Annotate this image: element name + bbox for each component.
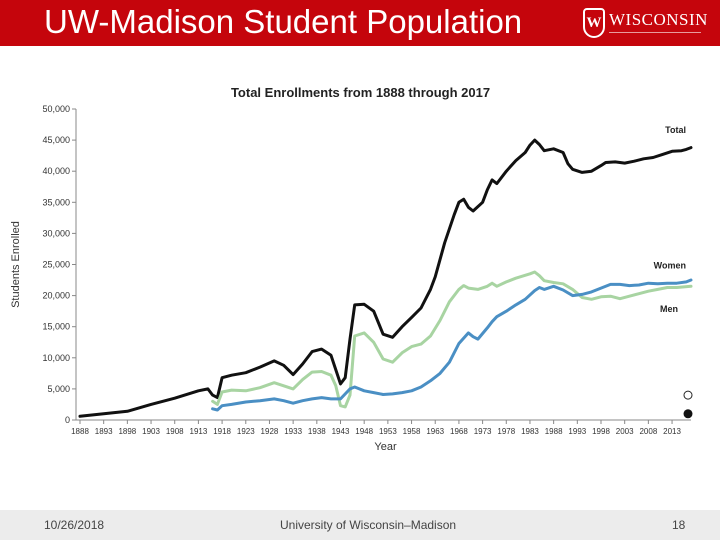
series-line-total [78, 138, 693, 418]
footer-date: 10/26/2018 [44, 518, 105, 532]
x-tick-label: 1928 [261, 427, 279, 436]
series-line-men [211, 278, 693, 412]
y-tick-label: 10,000 [42, 353, 70, 363]
x-tick-label: 2008 [639, 427, 657, 436]
logo-wordmark: WISCONSIN [609, 10, 708, 29]
y-tick-label: 50,000 [42, 104, 70, 114]
y-tick-label: 20,000 [42, 291, 70, 301]
crest-icon: W [583, 8, 605, 38]
x-tick-label: 1958 [403, 427, 421, 436]
y-tick-label: 25,000 [42, 260, 70, 270]
y-tick-label: 45,000 [42, 135, 70, 145]
page-number: 18 [672, 518, 686, 532]
slide-title: UW-Madison Student Population [44, 3, 523, 40]
x-tick-label: 1953 [379, 427, 397, 436]
x-tick-label: 1968 [450, 427, 468, 436]
x-tick-label: 1938 [308, 427, 326, 436]
x-tick-label: 2003 [616, 427, 634, 436]
legend-marker-open [683, 390, 693, 400]
x-tick-label: 1918 [213, 427, 231, 436]
x-tick-label: 1903 [142, 427, 160, 436]
x-tick-label: 1893 [95, 427, 113, 436]
x-tick-label: 2013 [663, 427, 681, 436]
series-label-total: Total [665, 125, 686, 135]
x-tick-label: 1898 [118, 427, 136, 436]
series-label-women: Women [654, 261, 686, 271]
x-tick-label: 1978 [497, 427, 515, 436]
x-tick-label: 1888 [71, 427, 89, 436]
x-tick-label: 1908 [166, 427, 184, 436]
x-tick-label: 1988 [545, 427, 563, 436]
footer-center-text: University of Wisconsin–Madison [280, 518, 457, 532]
x-tick-label: 1963 [426, 427, 444, 436]
x-tick-label: 1913 [190, 427, 208, 436]
y-tick-label: 35,000 [42, 197, 70, 207]
y-tick-label: 0 [65, 415, 70, 425]
x-tick-label: 1933 [284, 427, 302, 436]
x-tick-label: 1993 [568, 427, 586, 436]
title-bar: UW-Madison Student Population W WISCONSI… [0, 0, 720, 46]
y-tick-label: 5,000 [47, 384, 70, 394]
wisconsin-logo: W WISCONSIN [583, 8, 707, 40]
slide-footer: 10/26/2018 University of Wisconsin–Madis… [0, 510, 720, 540]
series-label-men: Men [660, 304, 678, 314]
x-tick-label: 1983 [521, 427, 539, 436]
y-tick-label: 30,000 [42, 228, 70, 238]
x-axis-label: Year [374, 441, 397, 453]
x-tick-label: 1948 [355, 427, 373, 436]
x-tick-label: 1998 [592, 427, 610, 436]
x-tick-label: 1943 [332, 427, 350, 436]
x-tick-label: 1923 [237, 427, 255, 436]
legend-marker-filled [683, 409, 693, 419]
y-tick-label: 15,000 [42, 322, 70, 332]
y-tick-label: 40,000 [42, 166, 70, 176]
series-line-women [211, 270, 693, 409]
y-axis-label: Students Enrolled [10, 221, 22, 308]
x-tick-label: 1973 [474, 427, 492, 436]
chart-title: Total Enrollments from 1888 through 2017 [231, 85, 490, 100]
logo-divider [609, 32, 701, 33]
enrollment-chart: Total Enrollments from 1888 through 2017… [10, 85, 693, 453]
